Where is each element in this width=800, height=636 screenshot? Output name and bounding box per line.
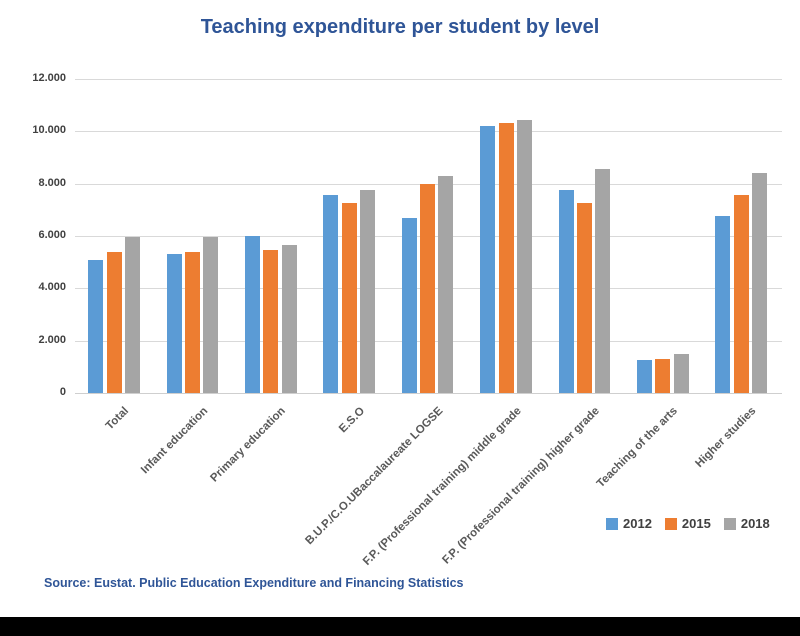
x-axis-category-label: F.P. (Professional training) higher grad… bbox=[440, 405, 602, 567]
legend-label: 2018 bbox=[740, 516, 770, 531]
bar-2012 bbox=[245, 236, 260, 393]
legend-item-2012: 2012 bbox=[606, 516, 652, 531]
legend-swatch-icon bbox=[723, 517, 736, 530]
y-axis-tick-label: 4.000 bbox=[38, 281, 66, 294]
y-axis-tick-label: 2.000 bbox=[38, 333, 66, 346]
gridline bbox=[75, 79, 782, 80]
bar-2015 bbox=[655, 358, 671, 393]
bar-2018 bbox=[203, 237, 219, 393]
legend-item-2015: 2015 bbox=[664, 516, 711, 531]
bar-2015 bbox=[420, 183, 436, 393]
x-axis-category-label: Teaching of the arts bbox=[595, 405, 681, 491]
gridline bbox=[75, 131, 782, 133]
bar-2015 bbox=[341, 203, 357, 393]
bar-2015 bbox=[733, 195, 749, 393]
bar-2012 bbox=[558, 190, 574, 393]
bar-2018 bbox=[752, 173, 767, 393]
chart-title: Teaching expenditure per student by leve… bbox=[200, 16, 600, 38]
bar-2015 bbox=[106, 251, 122, 393]
bar-2018 bbox=[595, 169, 611, 393]
bar-2015 bbox=[263, 250, 279, 393]
bar-2012 bbox=[401, 217, 417, 393]
bar-2012 bbox=[323, 195, 339, 393]
bar-2012 bbox=[88, 259, 104, 393]
x-axis-category-label: Total bbox=[104, 405, 132, 433]
x-axis-category-label: Infant education bbox=[138, 405, 210, 477]
y-axis-tick-label: 10.000 bbox=[32, 124, 66, 137]
bar-2012 bbox=[715, 216, 731, 393]
bar-2015 bbox=[498, 123, 514, 393]
legend-swatch-icon bbox=[664, 517, 677, 530]
legend-label: 2012 bbox=[623, 516, 652, 531]
bar-2018 bbox=[438, 175, 454, 393]
x-axis-category-label: E.S.O bbox=[336, 405, 367, 436]
bar-2012 bbox=[480, 126, 496, 393]
y-axis-tick-label: 0 bbox=[59, 386, 66, 398]
x-axis-category-label: Primary education bbox=[208, 405, 289, 485]
bar-2018 bbox=[673, 353, 689, 393]
source-note: Source: Eustat. Public Education Expendi… bbox=[44, 576, 464, 590]
y-axis-tick-label: 6.000 bbox=[38, 229, 66, 241]
x-axis-category-label: F.P. (Professional training) middle grad… bbox=[360, 405, 524, 568]
bar-2012 bbox=[637, 360, 652, 393]
x-axis-line bbox=[75, 393, 782, 394]
x-axis-category-label: Higher studies bbox=[693, 405, 759, 470]
bar-2018 bbox=[124, 237, 140, 393]
legend-swatch-icon bbox=[606, 517, 618, 530]
legend: 2012 2015 2018 bbox=[606, 516, 770, 531]
bar-2018 bbox=[516, 119, 532, 393]
y-axis-tick-label: 8.000 bbox=[38, 176, 66, 189]
legend-item-2018: 2018 bbox=[723, 516, 770, 531]
x-axis-category-label: B.U.P./C.O.UBaccalaureate LOGSE bbox=[302, 405, 446, 548]
legend-label: 2015 bbox=[681, 516, 711, 531]
bar-2012 bbox=[166, 254, 182, 393]
footer-bar bbox=[0, 617, 800, 636]
y-axis-tick-label: 12.000 bbox=[32, 72, 66, 84]
bar-2018 bbox=[360, 190, 375, 393]
bar-2015 bbox=[184, 251, 200, 393]
bar-2018 bbox=[281, 245, 297, 393]
bar-2015 bbox=[576, 203, 592, 393]
